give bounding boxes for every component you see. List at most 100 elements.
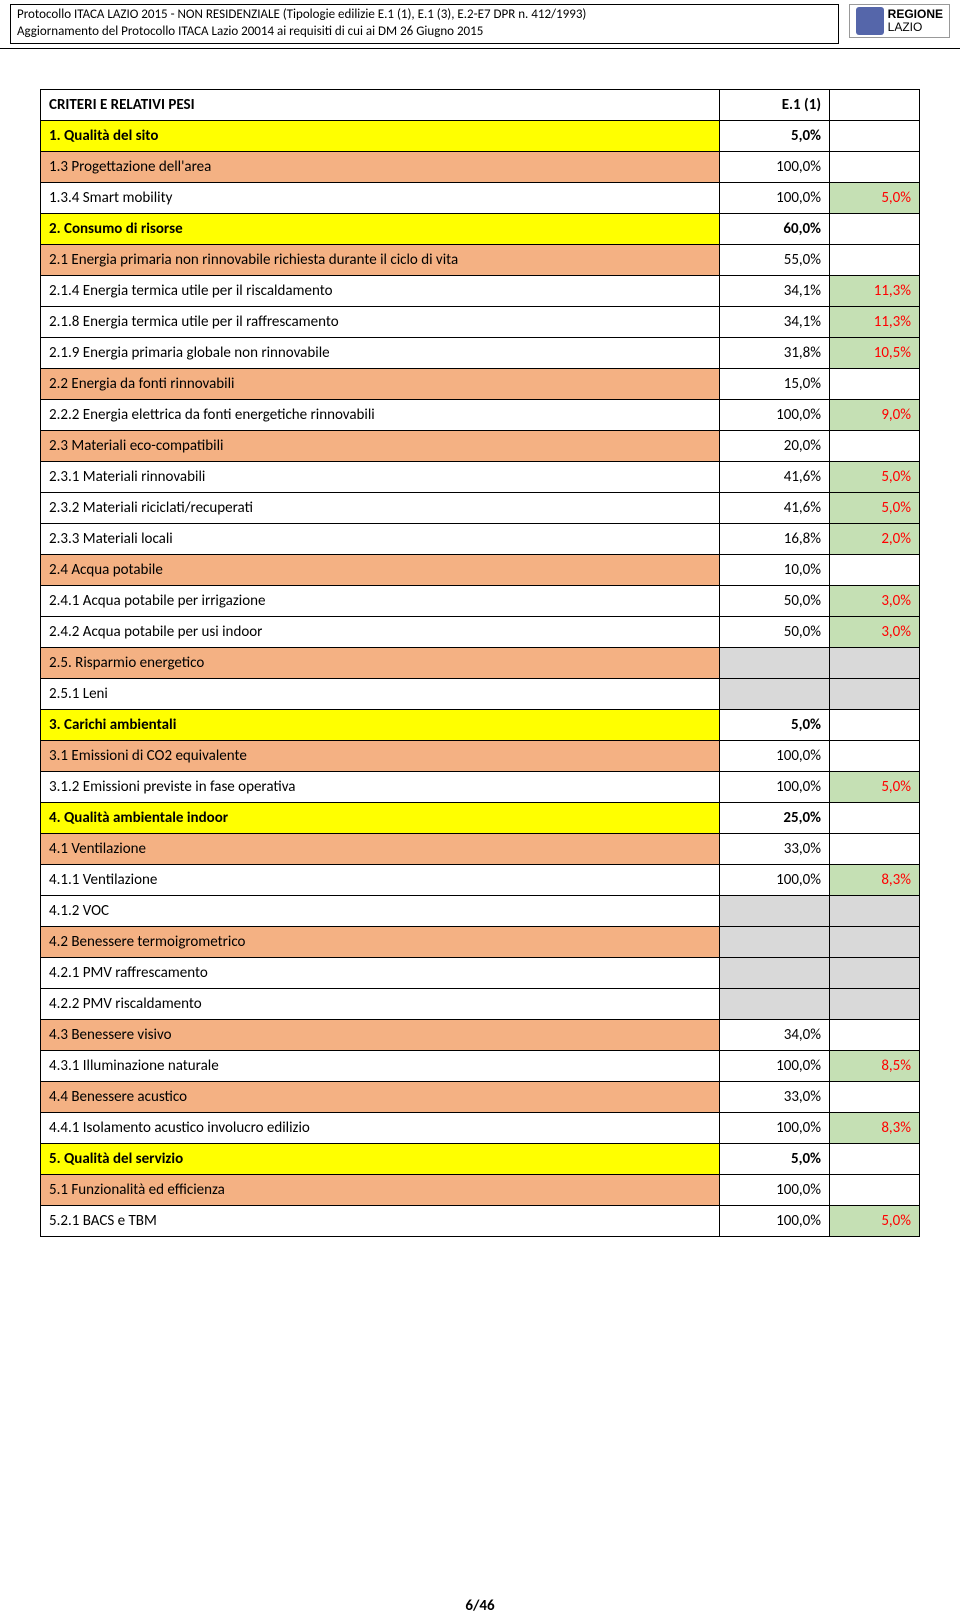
header-title-block: Protocollo ITACA LAZIO 2015 - NON RESIDE… [10, 4, 839, 44]
criteria-label: 2.4.1 Acqua potabile per irrigazione [41, 585, 720, 616]
value-col-2: 100,0% [720, 399, 830, 430]
table-row: 2.1 Energia primaria non rinnovabile ric… [41, 244, 920, 275]
table-row: 3. Carichi ambientali5,0% [41, 709, 920, 740]
value-col-3: 5,0% [830, 492, 920, 523]
value-col-3: 5,0% [830, 771, 920, 802]
criteria-label: 2.2.2 Energia elettrica da fonti energet… [41, 399, 720, 430]
criteria-table: CRITERI E RELATIVI PESIE.1 (1)1. Qualità… [40, 89, 920, 1237]
value-col-2 [720, 895, 830, 926]
value-col-2: 100,0% [720, 740, 830, 771]
table-row: 2.4.1 Acqua potabile per irrigazione50,0… [41, 585, 920, 616]
criteria-label: 4.4 Benessere acustico [41, 1081, 720, 1112]
value-col-3 [830, 802, 920, 833]
value-col-2: 16,8% [720, 523, 830, 554]
value-col-2: 33,0% [720, 833, 830, 864]
criteria-label: 4.2 Benessere termoigrometrico [41, 926, 720, 957]
value-col-2: 100,0% [720, 182, 830, 213]
table-row: 2.2.2 Energia elettrica da fonti energet… [41, 399, 920, 430]
value-col-2: 100,0% [720, 1205, 830, 1236]
table-row: 5. Qualità del servizio5,0% [41, 1143, 920, 1174]
value-col-3: 5,0% [830, 182, 920, 213]
value-col-3: 3,0% [830, 585, 920, 616]
table-row: 4.4.1 Isolamento acustico involucro edil… [41, 1112, 920, 1143]
value-col-2: 50,0% [720, 616, 830, 647]
table-row: 4.2 Benessere termoigrometrico [41, 926, 920, 957]
page-number: 6/46 [0, 1597, 960, 1615]
table-row: 4.1.1 Ventilazione100,0%8,3% [41, 864, 920, 895]
criteria-label: CRITERI E RELATIVI PESI [41, 89, 720, 120]
criteria-label: 3.1.2 Emissioni previste in fase operati… [41, 771, 720, 802]
table-row: 2.4 Acqua potabile10,0% [41, 554, 920, 585]
value-col-3: 5,0% [830, 461, 920, 492]
value-col-2: 20,0% [720, 430, 830, 461]
value-col-2 [720, 647, 830, 678]
header-logo: REGIONE LAZIO [849, 4, 950, 38]
table-row: 2.3.1 Materiali rinnovabili41,6%5,0% [41, 461, 920, 492]
value-col-3 [830, 1081, 920, 1112]
table-row: 4.1.2 VOC [41, 895, 920, 926]
table-row: 3.1.2 Emissioni previste in fase operati… [41, 771, 920, 802]
value-col-3 [830, 1019, 920, 1050]
table-row: 4.1 Ventilazione33,0% [41, 833, 920, 864]
table-row: 2.1.8 Energia termica utile per il raffr… [41, 306, 920, 337]
table-row: 4.2.2 PMV riscaldamento [41, 988, 920, 1019]
logo-emblem-icon [856, 7, 884, 35]
criteria-label: 4.3.1 Illuminazione naturale [41, 1050, 720, 1081]
value-col-2: 34,1% [720, 306, 830, 337]
value-col-3: 8,3% [830, 1112, 920, 1143]
table-row: 4.3.1 Illuminazione naturale100,0%8,5% [41, 1050, 920, 1081]
value-col-2: 15,0% [720, 368, 830, 399]
table-row: 1.3 Progettazione dell'area100,0% [41, 151, 920, 182]
criteria-label: 4.4.1 Isolamento acustico involucro edil… [41, 1112, 720, 1143]
criteria-label: 2.4.2 Acqua potabile per usi indoor [41, 616, 720, 647]
criteria-label: 1.3.4 Smart mobility [41, 182, 720, 213]
value-col-3: 11,3% [830, 306, 920, 337]
criteria-label: 2.5.1 Leni [41, 678, 720, 709]
table-row: 2. Consumo di risorse60,0% [41, 213, 920, 244]
table-row: 2.2 Energia da fonti rinnovabili15,0% [41, 368, 920, 399]
logo-text-bottom: LAZIO [888, 21, 943, 34]
criteria-label: 3. Carichi ambientali [41, 709, 720, 740]
value-col-2: 55,0% [720, 244, 830, 275]
value-col-3: 11,3% [830, 275, 920, 306]
value-col-2: 100,0% [720, 1174, 830, 1205]
value-col-2: 5,0% [720, 1143, 830, 1174]
value-col-3 [830, 213, 920, 244]
criteria-label: 2.5. Risparmio energetico [41, 647, 720, 678]
criteria-label: 5. Qualità del servizio [41, 1143, 720, 1174]
criteria-label: 4. Qualità ambientale indoor [41, 802, 720, 833]
table-row: 3.1 Emissioni di CO2 equivalente100,0% [41, 740, 920, 771]
value-col-3 [830, 709, 920, 740]
criteria-label: 2. Consumo di risorse [41, 213, 720, 244]
criteria-label: 3.1 Emissioni di CO2 equivalente [41, 740, 720, 771]
value-col-3: 3,0% [830, 616, 920, 647]
criteria-label: 1.3 Progettazione dell'area [41, 151, 720, 182]
table-row: 2.5. Risparmio energetico [41, 647, 920, 678]
header-line-2: Aggiornamento del Protocollo ITACA Lazio… [17, 24, 832, 41]
content-area: CRITERI E RELATIVI PESIE.1 (1)1. Qualità… [0, 89, 960, 1237]
value-col-3 [830, 740, 920, 771]
table-row: 2.4.2 Acqua potabile per usi indoor50,0%… [41, 616, 920, 647]
value-col-3 [830, 89, 920, 120]
value-col-2: 41,6% [720, 461, 830, 492]
value-col-2: 100,0% [720, 1050, 830, 1081]
criteria-label: 2.3.3 Materiali locali [41, 523, 720, 554]
value-col-3: 2,0% [830, 523, 920, 554]
criteria-label: 4.1 Ventilazione [41, 833, 720, 864]
header-line-1: Protocollo ITACA LAZIO 2015 - NON RESIDE… [17, 7, 832, 24]
table-row: 4.2.1 PMV raffrescamento [41, 957, 920, 988]
criteria-label: 2.4 Acqua potabile [41, 554, 720, 585]
page-header: Protocollo ITACA LAZIO 2015 - NON RESIDE… [0, 0, 960, 49]
value-col-3: 8,3% [830, 864, 920, 895]
table-row: 4.3 Benessere visivo34,0% [41, 1019, 920, 1050]
value-col-2: 50,0% [720, 585, 830, 616]
criteria-label: 4.1.2 VOC [41, 895, 720, 926]
criteria-label: 1. Qualità del sito [41, 120, 720, 151]
table-row: 2.3.3 Materiali locali16,8%2,0% [41, 523, 920, 554]
criteria-label: 4.1.1 Ventilazione [41, 864, 720, 895]
value-col-2: 34,1% [720, 275, 830, 306]
value-col-3 [830, 1174, 920, 1205]
table-row: CRITERI E RELATIVI PESIE.1 (1) [41, 89, 920, 120]
value-col-3 [830, 368, 920, 399]
value-col-3: 5,0% [830, 1205, 920, 1236]
